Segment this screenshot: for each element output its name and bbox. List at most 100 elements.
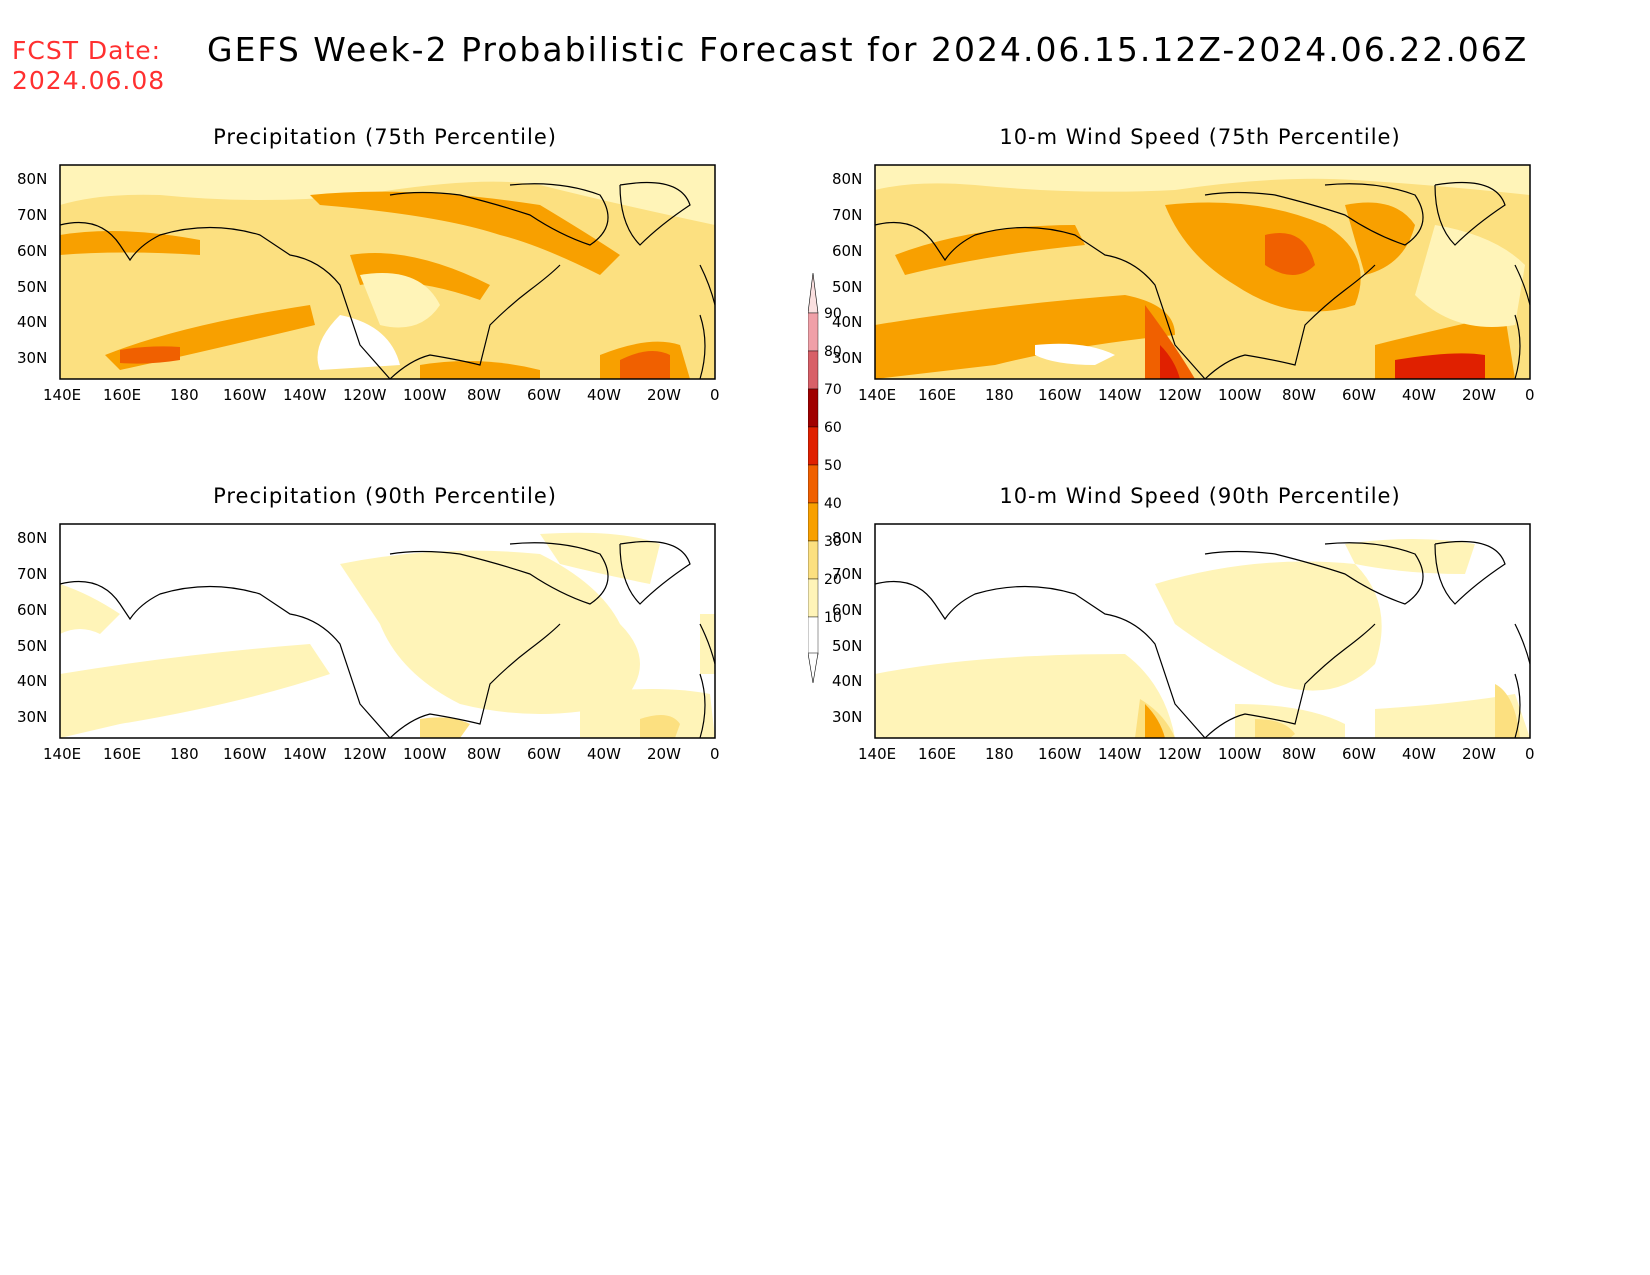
region-40pct [60,231,200,255]
legend-arrow-top [808,273,819,314]
panel-title-precip-75: Precipitation (75th Percentile) [213,125,557,149]
lon-tick: 140E [43,386,81,404]
legend-swatch [808,426,819,466]
lon-tick: 40W [1402,745,1436,763]
region-10pct [1155,561,1382,691]
lat-axis: 80N 70N 60N 50N 40N 30N [832,170,862,367]
lon-tick: 140E [858,386,896,404]
lon-tick: 180 [985,386,1014,404]
legend-swatch [808,350,819,390]
map-frame [59,523,716,739]
lon-tick: 80W [1282,745,1316,763]
region-10pct [580,689,715,738]
panel-precip-75: Precipitation (75th Percentile) 80N 70N … [15,125,755,425]
map-precip-90: 80N 70N 60N 50N 40N 30N 140E 160E 180 16… [17,523,720,763]
lat-tick: 60N [832,601,862,619]
panel-title-wind-75: 10-m Wind Speed (75th Percentile) [999,125,1401,149]
coastline [59,541,716,739]
lat-tick: 30N [17,708,47,726]
lon-tick: 140W [1098,745,1142,763]
lon-tick: 180 [170,386,199,404]
lon-tick: 160W [223,386,267,404]
lon-tick: 160W [223,745,267,763]
region-10pct [1035,343,1115,365]
lat-tick: 80N [832,529,862,547]
lon-axis: 140E 160E 180 160W 140W 120W 100W 80W 60… [43,386,720,404]
lat-tick: 40N [17,672,47,690]
forecast-date-value: 2024.06.08 [12,66,166,95]
lat-tick: 50N [17,637,47,655]
lat-tick: 40N [832,313,862,331]
region-10pct [875,165,1530,195]
region-50pct [120,346,180,364]
lon-tick: 60W [1342,745,1376,763]
lon-tick: 140W [283,386,327,404]
lat-tick: 60N [832,242,862,260]
lat-tick: 60N [17,601,47,619]
region-50pct [620,351,670,379]
lon-tick: 120W [343,745,387,763]
lon-tick: 60W [527,386,561,404]
lon-tick: 20W [1462,745,1496,763]
region-40pct [420,361,540,379]
lat-tick: 30N [832,349,862,367]
legend-label: 50 [824,458,842,474]
lat-tick: 80N [832,170,862,188]
coastline [59,182,716,380]
legend-swatch [808,312,819,352]
lon-tick: 180 [985,745,1014,763]
lat-tick: 50N [832,278,862,296]
panel-wind-75: 10-m Wind Speed (75th Percentile) 80N 70… [830,125,1570,425]
lon-tick: 120W [1158,745,1202,763]
lon-tick: 140W [283,745,327,763]
region-40pct [350,253,490,300]
region-10pct [60,644,330,738]
region-40pct [310,191,620,275]
lon-tick: 20W [1462,386,1496,404]
region-10pct [340,550,640,714]
coastline [874,541,1531,739]
lat-tick: 50N [832,637,862,655]
legend-arrow-bottom [808,652,819,683]
lon-tick: 60W [1342,386,1376,404]
panel-wind-90: 10-m Wind Speed (90th Percentile) 80N 70… [830,484,1570,784]
lon-tick: 80W [1282,386,1316,404]
lon-tick: 0 [1525,386,1535,404]
coastline [874,182,1531,380]
region-30pct [1145,704,1165,738]
lon-tick: 40W [587,745,621,763]
legend-swatch [808,578,819,618]
lon-axis: 140E 160E 180 160W 140W 120W 100W 80W 60… [858,745,1535,763]
lat-tick: 60N [17,242,47,260]
region-50pct [1145,305,1195,379]
lon-tick: 60W [527,745,561,763]
region-20pct [420,717,470,738]
lat-axis: 80N 70N 60N 50N 40N 30N [17,170,47,367]
lon-tick: 100W [1218,745,1262,763]
region-20pct [1255,719,1295,738]
lat-tick: 80N [17,170,47,188]
lon-tick: 0 [1525,745,1535,763]
lon-tick: 160W [1038,745,1082,763]
map-precip-75: 80N 70N 60N 50N 40N 30N 140E 160E 180 16… [17,164,720,404]
lat-tick: 50N [17,278,47,296]
region-40pct [895,225,1085,275]
legend-swatch [808,616,819,656]
region-40pct [1345,202,1415,275]
legend-label: 60 [824,420,842,436]
panel-precip-90: Precipitation (90th Percentile) 80N 70N … [15,484,755,784]
legend-swatch [808,464,819,504]
map-wind-90: 80N 70N 60N 50N 40N 30N 140E 160E 180 16… [832,523,1535,763]
lat-tick: 70N [17,565,47,583]
forecast-date-label: FCST Date: [12,36,162,65]
lon-tick: 100W [403,745,447,763]
legend-label: 30 [824,534,842,550]
lon-axis: 140E 160E 180 160W 140W 120W 100W 80W 60… [858,386,1535,404]
lat-tick: 40N [832,672,862,690]
color-legend: 90 80 70 60 50 40 30 20 10 [808,273,842,683]
map-frame [874,164,1531,380]
lat-axis: 80N 70N 60N 50N 40N 30N [17,529,47,726]
region-20pct [640,715,680,738]
legend-label: 70 [824,382,842,398]
map-frame [59,164,716,380]
